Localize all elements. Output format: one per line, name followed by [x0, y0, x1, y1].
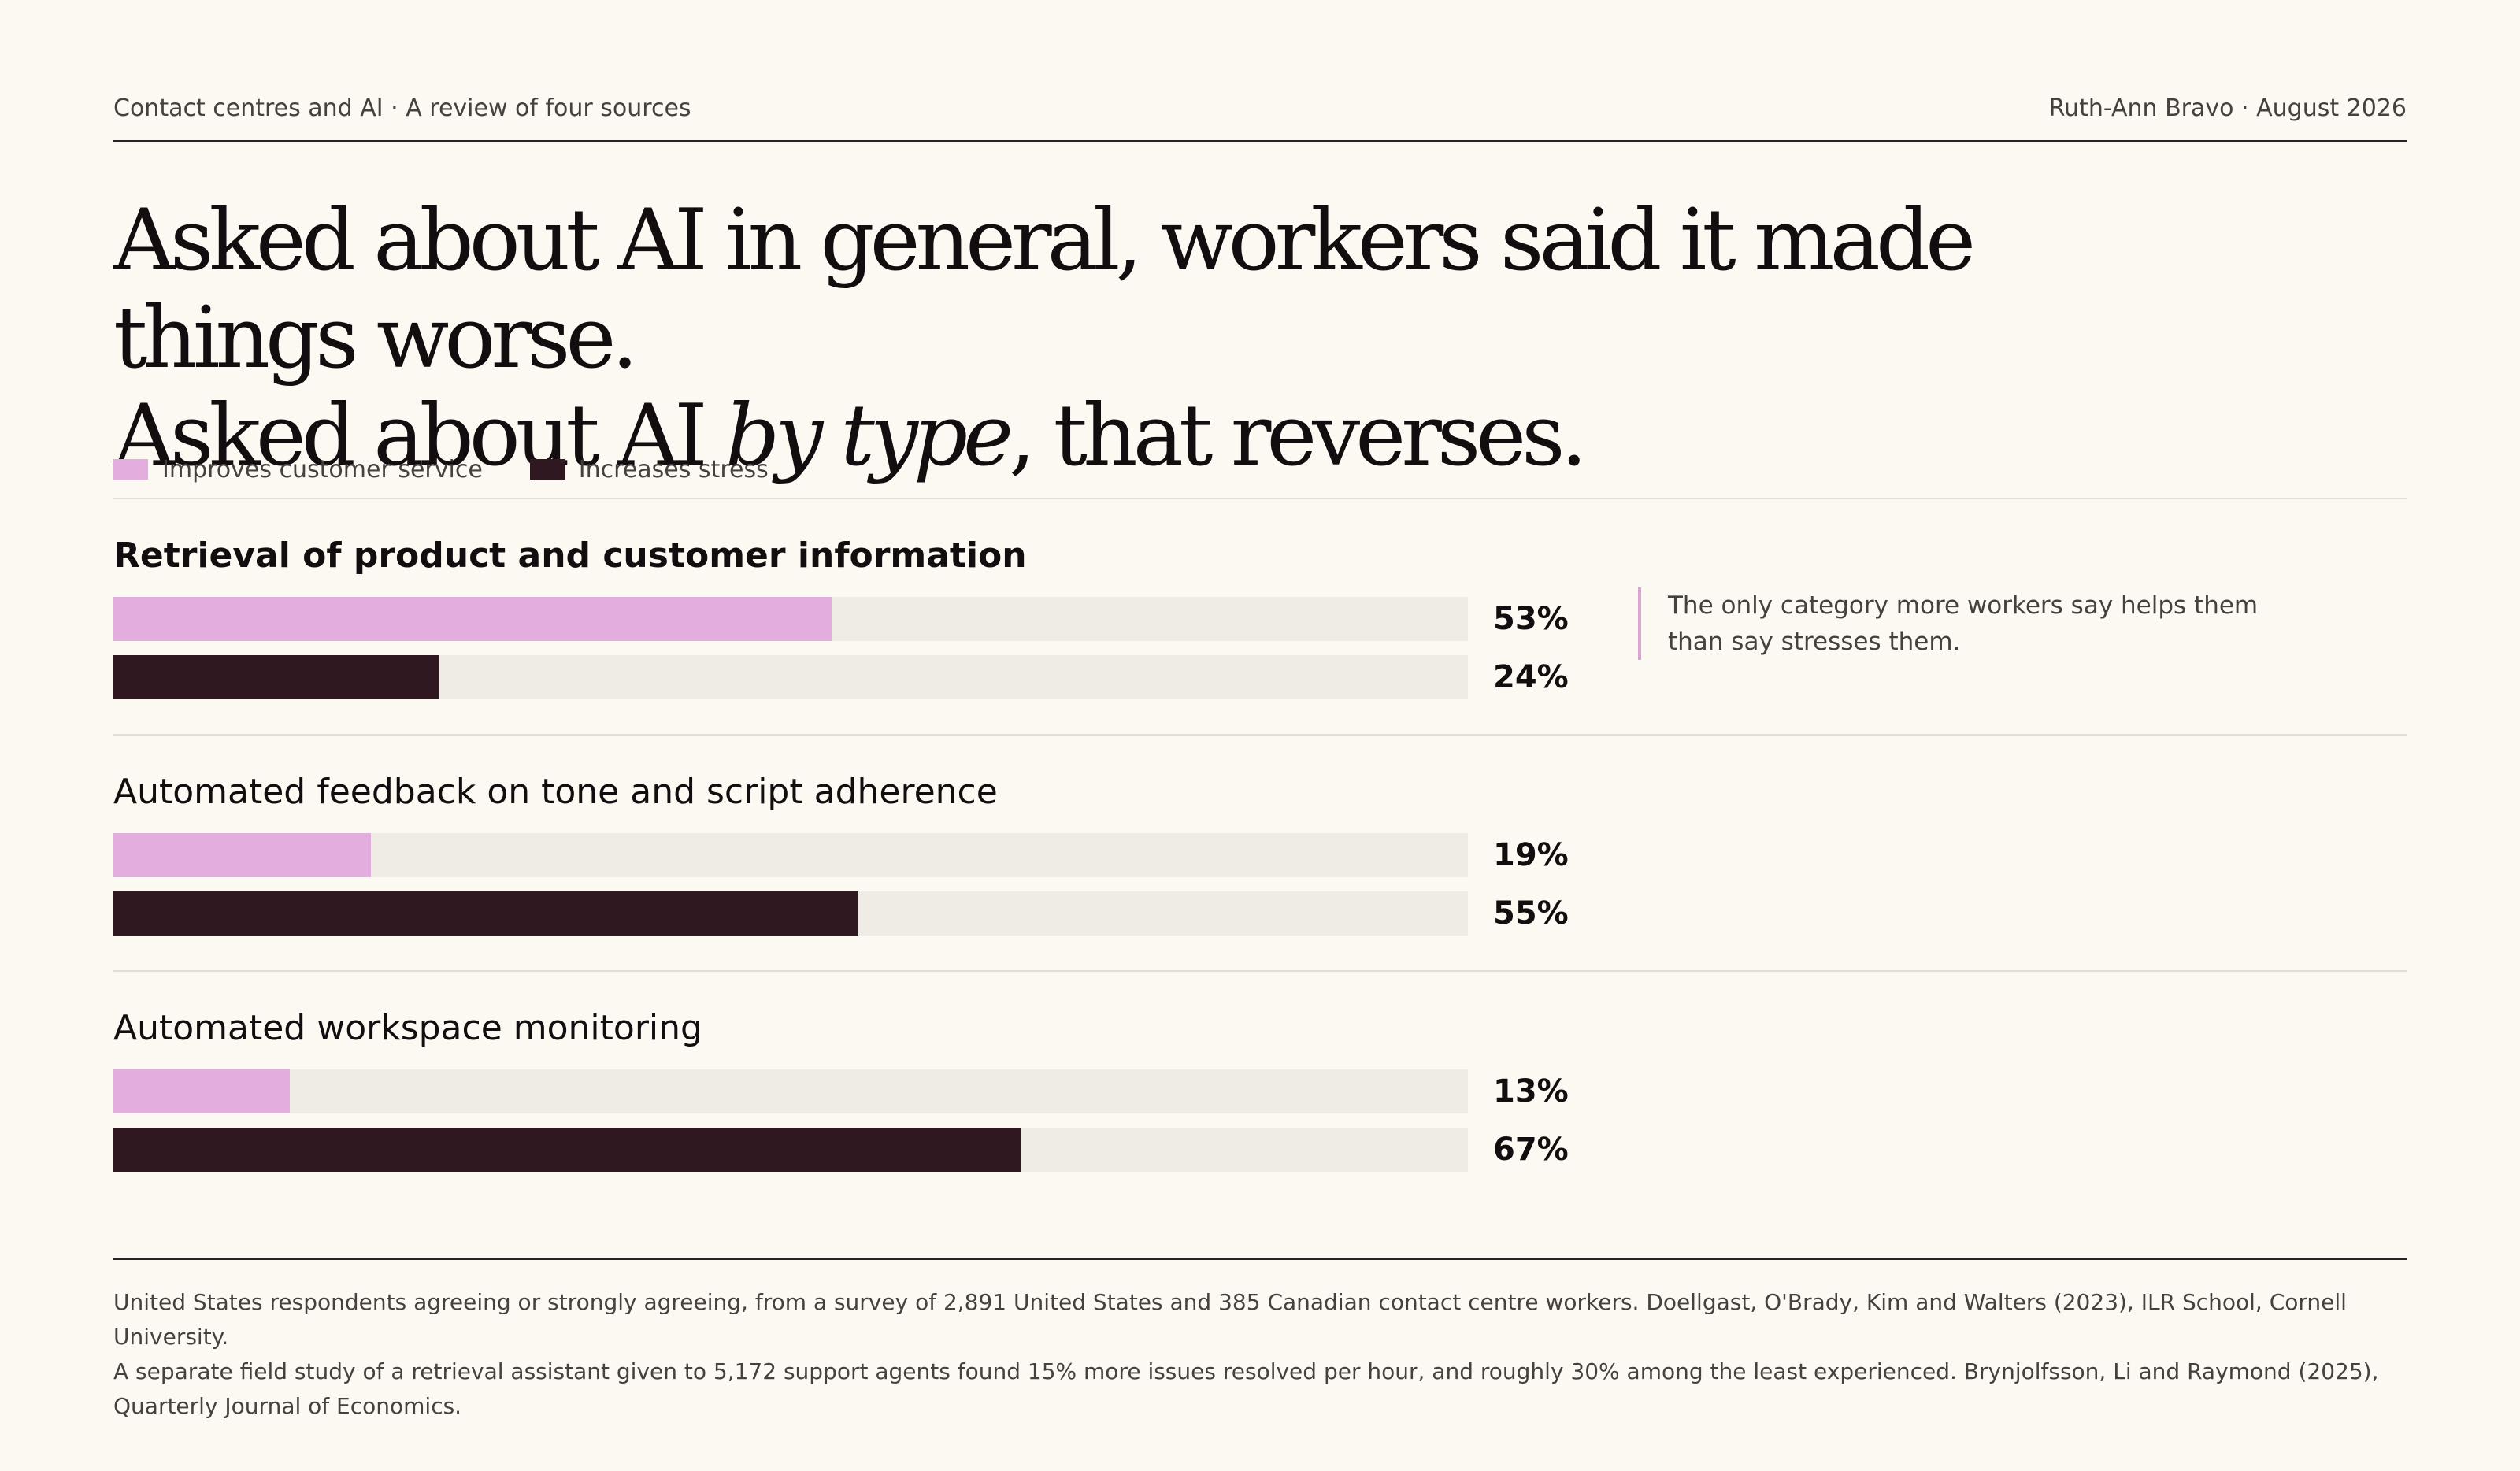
chart-group-monitoring: Automated workspace monitoring 13% 67% — [113, 1005, 2407, 1210]
chart-group-feedback: Automated feedback on tone and script ad… — [113, 769, 2407, 973]
legend-item-stress: Increases stress — [529, 455, 769, 484]
bar-stress — [113, 1128, 1021, 1172]
value-label-stress: 24% — [1493, 659, 1569, 695]
bar-stress — [113, 891, 858, 936]
legend-label-stress: Increases stress — [578, 455, 769, 484]
chart-group-retrieval: Retrieval of product and customer inform… — [113, 532, 2407, 737]
bar-track — [113, 1128, 1468, 1172]
bar-track — [113, 597, 1468, 641]
bar-improves — [113, 1069, 290, 1113]
report-series-title: Contact centres and AI · A review of fou… — [113, 94, 691, 122]
headline-line-2-end: , that reverses. — [1009, 387, 1588, 485]
legend-swatch-improves — [113, 459, 148, 480]
bar-track — [113, 833, 1468, 877]
divider-group-2 — [113, 970, 2407, 972]
legend-label-improves: Improves customer service — [162, 455, 483, 484]
bar-stress — [113, 655, 439, 699]
author-date: Ruth-Ann Bravo · August 2026 — [2048, 94, 2407, 122]
annotation-note: The only category more workers say helps… — [1638, 587, 2266, 660]
bar-track — [113, 655, 1468, 699]
value-label-stress: 55% — [1493, 895, 1569, 932]
bar-track — [113, 891, 1468, 936]
bar-track — [113, 1069, 1468, 1113]
bar-improves — [113, 597, 832, 641]
report-header: Contact centres and AI · A review of fou… — [113, 93, 2407, 142]
legend-item-improves: Improves customer service — [113, 456, 483, 484]
footer-rule — [113, 1258, 2407, 1260]
divider-top — [113, 498, 2407, 499]
category-label: Automated workspace monitoring — [113, 1008, 702, 1048]
value-label-improves: 13% — [1493, 1073, 1569, 1110]
value-label-improves: 19% — [1493, 837, 1569, 873]
bar-improves — [113, 833, 371, 877]
headline-line-1: Asked about AI in general, workers said … — [113, 191, 1976, 387]
headline: Asked about AI in general, workers said … — [113, 192, 2161, 485]
headline-line-2-start: Asked about AI — [113, 387, 726, 485]
source-notes: United States respondents agreeing or st… — [113, 1285, 2407, 1424]
divider-group-1 — [113, 734, 2407, 736]
value-label-stress: 67% — [1493, 1132, 1569, 1168]
chart-legend: Improves customer service Increases stre… — [113, 454, 816, 485]
value-label-improves: 53% — [1493, 601, 1569, 637]
source-note-survey: United States respondents agreeing or st… — [113, 1289, 2347, 1350]
category-label: Retrieval of product and customer inform… — [113, 535, 1027, 576]
category-label: Automated feedback on tone and script ad… — [113, 772, 998, 812]
headline-line-2-emphasis: by type — [725, 387, 1014, 485]
source-note-field-study: A separate field study of a retrieval as… — [113, 1358, 2379, 1419]
legend-swatch-stress — [529, 459, 565, 480]
